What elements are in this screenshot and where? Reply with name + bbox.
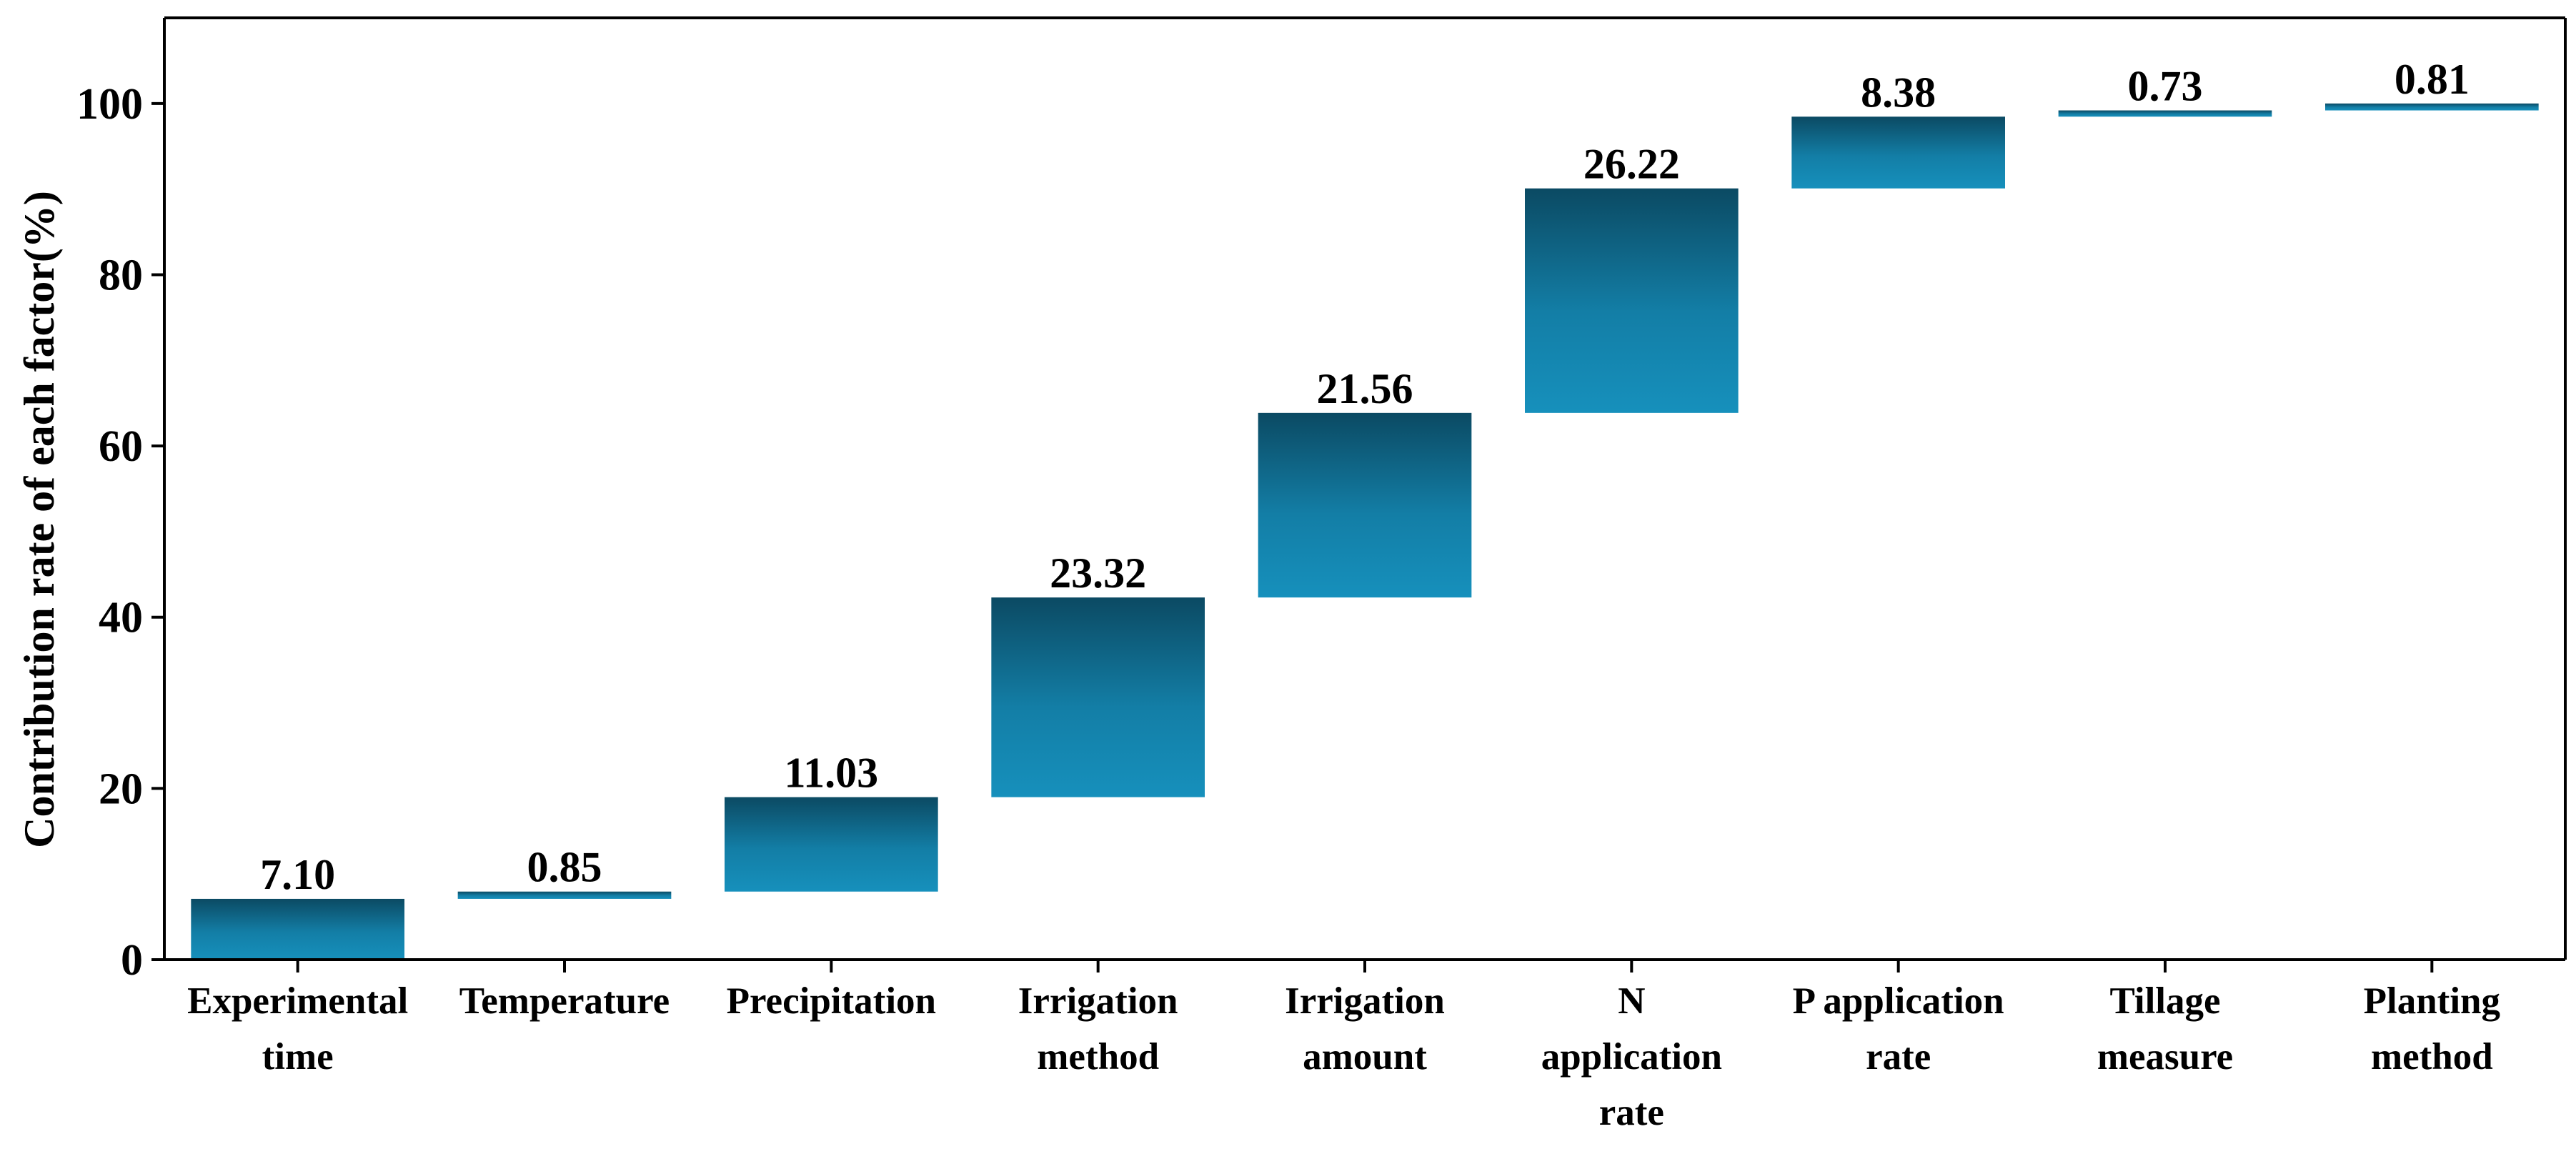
- x-tick-label-0-line-1: time: [262, 1036, 334, 1078]
- x-tick-label-3-line-0: Irrigation: [1018, 980, 1178, 1022]
- x-tick-label-5-line-1: application: [1541, 1036, 1722, 1078]
- bar-3: [991, 597, 1205, 797]
- x-tick-label-6-line-0: P application: [1793, 980, 2004, 1022]
- y-axis-title: Contribution rate of each factor(%): [16, 191, 63, 848]
- data-label-0: 7.10: [260, 851, 335, 898]
- bar-6: [1791, 116, 2005, 189]
- bar-0: [191, 898, 404, 960]
- y-tick-label-4: 80: [99, 251, 143, 299]
- bars-group: [191, 103, 2539, 960]
- bar-1: [457, 891, 672, 899]
- x-tick-label-1-line-0: Temperature: [459, 980, 670, 1022]
- x-tick-labels-group: Experimental time Temperature Precipitation…: [187, 980, 2500, 1133]
- data-label-1: 0.85: [527, 844, 602, 891]
- x-tick-label-4-line-0: Irrigation: [1285, 980, 1445, 1022]
- x-tick-label-7: Tillage measure: [2097, 980, 2233, 1078]
- data-label-8: 0.81: [2395, 56, 2470, 103]
- x-tick-label-7-line-0: Tillage: [2109, 980, 2220, 1022]
- x-tick-label-8: Planting method: [2364, 980, 2500, 1078]
- axes-group: [151, 16, 2567, 973]
- y-tick-label-3: 60: [99, 422, 143, 471]
- data-label-7: 0.73: [2128, 63, 2203, 110]
- x-tick-label-4-line-1: amount: [1303, 1036, 1427, 1078]
- data-label-6: 8.38: [1861, 69, 1936, 116]
- x-tick-label-4: Irrigation amount: [1285, 980, 1445, 1078]
- data-labels-group: 7.10 0.85 11.03 23.32 21.56 26.22 8.38 0.73 0.81: [260, 56, 2470, 898]
- data-label-4: 21.56: [1317, 365, 1413, 412]
- x-tick-label-0-line-0: Experimental: [187, 980, 408, 1022]
- y-tick-label-2: 40: [99, 594, 143, 642]
- y-tick-label-5: 100: [76, 80, 143, 129]
- bar-4: [1258, 412, 1472, 598]
- bar-5: [1525, 188, 1739, 413]
- x-tick-label-1: Temperature: [459, 980, 670, 1022]
- data-label-5: 26.22: [1583, 141, 1680, 188]
- x-tick-label-6: P application rate: [1793, 980, 2004, 1078]
- data-label-3: 23.32: [1050, 549, 1146, 597]
- y-tick-label-1: 20: [99, 765, 143, 813]
- bar-8: [2325, 103, 2539, 111]
- x-tick-label-3: Irrigation method: [1018, 980, 1178, 1078]
- x-tick-label-0: Experimental time: [187, 980, 408, 1078]
- x-tick-label-6-line-1: rate: [1866, 1036, 1931, 1078]
- x-tick-label-5-line-0: N: [1618, 980, 1645, 1022]
- x-tick-label-2: Precipitation: [727, 980, 936, 1022]
- x-tick-label-5-line-2: rate: [1599, 1092, 1664, 1133]
- y-tick-label-0: 0: [121, 936, 143, 985]
- x-tick-label-8-line-0: Planting: [2364, 980, 2500, 1022]
- x-tick-label-3-line-1: method: [1037, 1036, 1159, 1078]
- x-tick-label-2-line-0: Precipitation: [727, 980, 936, 1022]
- bar-7: [2058, 110, 2272, 117]
- x-tick-label-8-line-1: method: [2371, 1036, 2493, 1078]
- bar-2: [725, 797, 938, 892]
- x-tick-label-7-line-1: measure: [2097, 1036, 2233, 1078]
- y-tick-labels-group: 0 20 40 60 80 100: [76, 80, 143, 985]
- data-label-2: 11.03: [784, 750, 878, 797]
